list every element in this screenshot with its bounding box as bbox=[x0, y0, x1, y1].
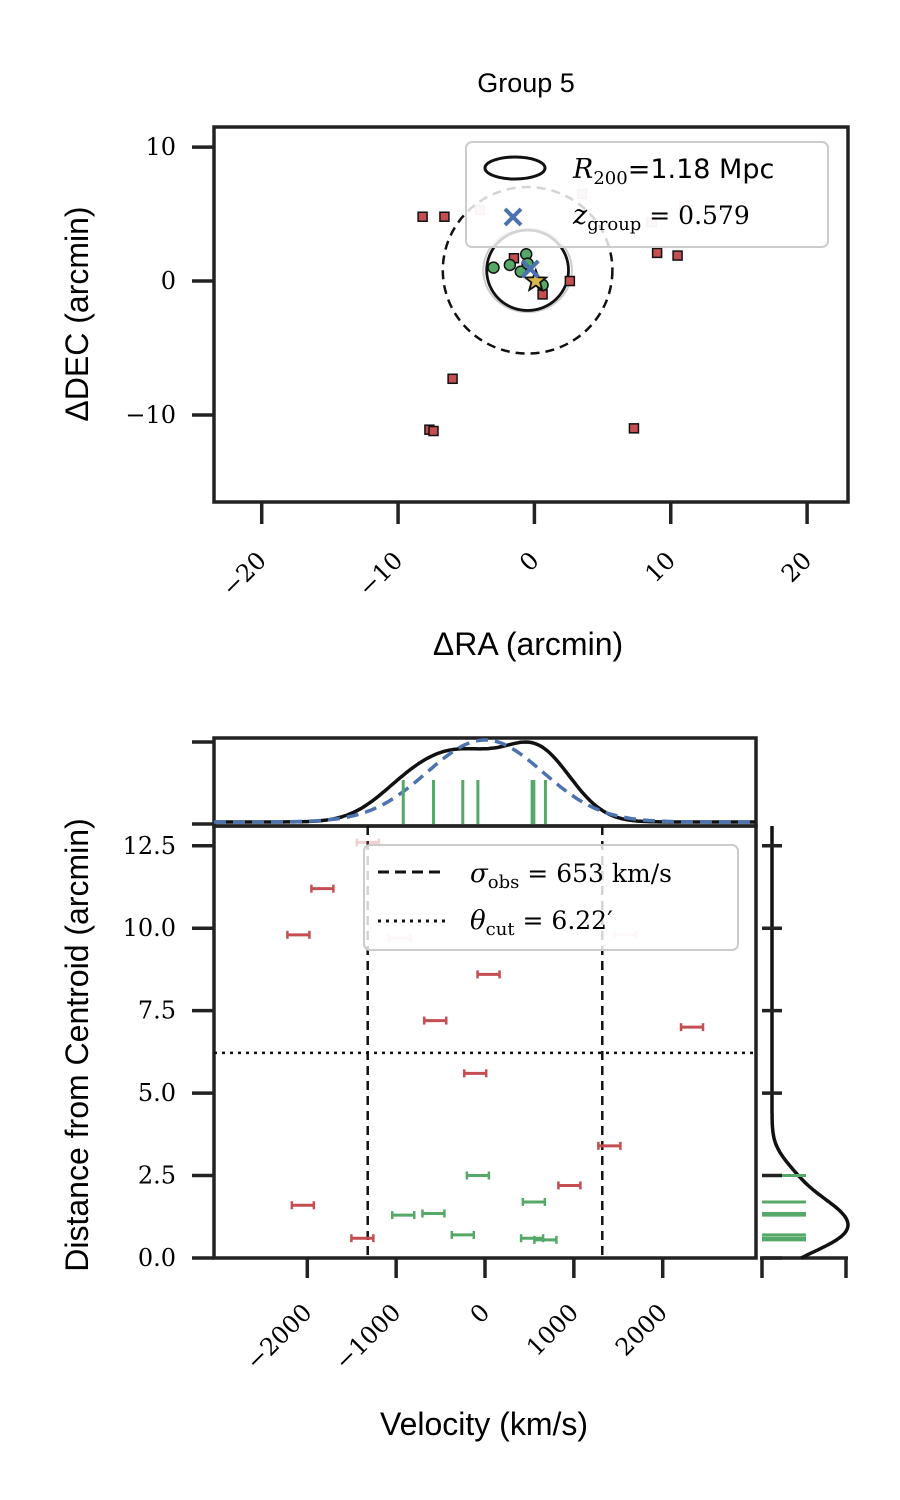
non-member-velocity-point bbox=[310, 884, 335, 893]
distance-histogram-marks bbox=[760, 826, 850, 1278]
non-member-point bbox=[417, 211, 428, 222]
member-velocity-point bbox=[465, 1171, 491, 1180]
distance-axis-label: Distance from Centroid (arcmin) bbox=[59, 818, 95, 1271]
velocity-tick-label: −1000 bbox=[329, 1298, 406, 1375]
non-member-velocity-point bbox=[476, 970, 501, 979]
sky-y-tick-label: 0 bbox=[161, 267, 176, 295]
non-member-velocity-point bbox=[462, 1069, 488, 1078]
phase-space-marks bbox=[214, 826, 756, 1258]
distance-tick-label: 7.5 bbox=[138, 997, 176, 1025]
sigma-legend-label: σobs = 653 km/s bbox=[470, 859, 672, 893]
centroid-cross-icon bbox=[520, 259, 540, 279]
member-velocity-point bbox=[521, 1197, 547, 1206]
theta-legend-label: θcut = 6.22′ bbox=[470, 906, 613, 940]
member-velocity-point bbox=[391, 1211, 416, 1220]
theta-symbol: θ bbox=[470, 906, 486, 936]
sigma-value: = 653 km/s bbox=[519, 859, 672, 888]
non-member-velocity-point bbox=[679, 1023, 705, 1032]
member-velocity-point bbox=[533, 1235, 558, 1244]
non-member-velocity-point bbox=[350, 1234, 375, 1243]
sky-y-axis-label: ΔDEC (arcmin) bbox=[59, 206, 95, 421]
sky-x-tick-label: 10 bbox=[640, 546, 681, 587]
non-member-point bbox=[439, 211, 450, 222]
distance-kde-curve bbox=[770, 826, 850, 1260]
non-member-point bbox=[628, 423, 640, 434]
sky-x-tick-label: −20 bbox=[216, 546, 272, 602]
sky-plot-frame bbox=[212, 125, 850, 504]
r200-legend-label: R200=1.18 Mpc bbox=[572, 154, 774, 189]
sky-y-tick-label: −10 bbox=[125, 401, 176, 429]
velocity-histogram-marks bbox=[192, 738, 756, 826]
centroid-legend-cross-icon bbox=[503, 207, 523, 227]
non-member-point bbox=[651, 247, 663, 259]
non-member-velocity-point bbox=[290, 1201, 316, 1210]
sigma-symbol: σ bbox=[470, 859, 489, 889]
distance-tick-label: 5.0 bbox=[138, 1079, 176, 1107]
sky-x-axis-label: ΔRA (arcmin) bbox=[433, 626, 623, 662]
velocity-axis-label: Velocity (km/s) bbox=[380, 1406, 588, 1442]
bcg-star-icon bbox=[522, 267, 549, 293]
sky-legend: R200=1.18 Mpc zgroup = 0.579 bbox=[465, 141, 829, 248]
sigma-subscript: obs bbox=[488, 872, 520, 893]
z-symbol: z bbox=[572, 200, 588, 231]
member-point bbox=[503, 258, 517, 272]
velocity-gaussian-curve bbox=[214, 738, 756, 824]
sky-x-tick-label: 0 bbox=[514, 546, 545, 577]
non-member-velocity-point bbox=[557, 1181, 582, 1190]
distance-tick-label: 10.0 bbox=[123, 914, 176, 942]
velocity-kde-curve bbox=[214, 740, 756, 824]
velocity-histogram bbox=[192, 736, 758, 828]
velocity-tick-label: 0 bbox=[465, 1298, 496, 1329]
velocity-tick-label: 1000 bbox=[521, 1298, 584, 1361]
zgroup-legend-label: zgroup = 0.579 bbox=[572, 200, 750, 235]
r200-symbol: R bbox=[572, 154, 593, 185]
sky-x-tick-label: 20 bbox=[776, 546, 817, 587]
r200-subscript: 200 bbox=[593, 168, 627, 189]
centroid-cross-stroke bbox=[520, 259, 540, 279]
sky-y-tick-label: 10 bbox=[145, 133, 176, 161]
distance-tick-label: 0.0 bbox=[138, 1244, 176, 1272]
non-member-point bbox=[564, 275, 576, 287]
z-subscript: group bbox=[587, 214, 641, 235]
distance-tick-label: 2.5 bbox=[138, 1162, 176, 1190]
r200-value: =1.18 Mpc bbox=[628, 154, 775, 185]
member-velocity-point bbox=[450, 1230, 476, 1239]
chart-title: Group 5 bbox=[477, 68, 575, 98]
velocity-histogram-frame bbox=[212, 736, 758, 828]
sky-x-tick-label: −10 bbox=[353, 546, 409, 602]
member-velocity-point bbox=[421, 1209, 446, 1218]
phase-legend-box bbox=[363, 844, 739, 951]
distance-histogram bbox=[760, 826, 850, 1278]
non-member-point bbox=[447, 373, 458, 385]
distance-tick-label: 12.5 bbox=[123, 832, 176, 860]
non-member-point bbox=[428, 425, 439, 437]
z-value: = 0.579 bbox=[641, 201, 749, 230]
velocity-tick-label: 2000 bbox=[610, 1298, 673, 1361]
sky-legend-box bbox=[465, 141, 829, 248]
theta-value: = 6.22′ bbox=[515, 906, 614, 935]
non-member-velocity-point bbox=[422, 1016, 448, 1025]
r200-legend-ellipse-icon bbox=[483, 155, 547, 181]
non-member-velocity-point bbox=[597, 1141, 622, 1150]
theta-subscript: cut bbox=[486, 919, 516, 940]
velocity-tick-label: −2000 bbox=[240, 1298, 317, 1375]
non-member-point bbox=[672, 250, 683, 261]
member-point bbox=[487, 261, 500, 274]
phase-legend: σobs = 653 km/s θcut = 6.22′ bbox=[363, 844, 739, 951]
non-member-velocity-point bbox=[286, 930, 311, 939]
